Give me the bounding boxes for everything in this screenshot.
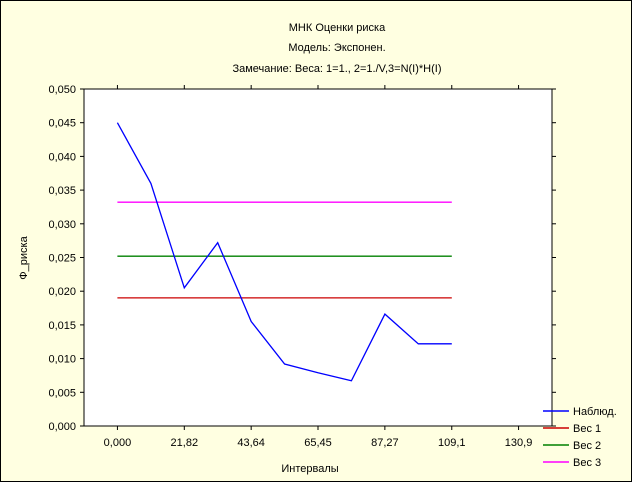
x-tick-label: 109,1: [438, 437, 466, 449]
chart-title-line: МНК Оценки риска: [289, 22, 386, 34]
y-tick-label: 0,030: [48, 219, 76, 231]
y-tick-label: 0,000: [48, 421, 76, 433]
y-tick-label: 0,025: [48, 253, 76, 265]
series-layer: [116, 122, 452, 382]
x-tick-label: 0,000: [104, 437, 132, 449]
x-tick-label: 130,9: [505, 437, 533, 449]
y-tick-label: 0,050: [48, 84, 76, 96]
chart-title-block: МНК Оценки риска Модель: Экспонен. Замеч…: [232, 22, 441, 75]
legend-label: Вес 1: [573, 423, 601, 435]
y-tick-label: 0,035: [48, 185, 76, 197]
axis-ticks: 0,000 0,005 0,010 0,015 0,020 0,025 0,030 0,035…: [48, 84, 556, 449]
y-tick-label: 0,045: [48, 118, 76, 130]
chart-subtitle-line: Модель: Экспонен.: [288, 42, 385, 54]
y-axis-label: Ф_риска: [18, 235, 30, 279]
x-tick-label: 65,45: [304, 437, 332, 449]
plot-area: [83, 88, 553, 427]
x-tick-label: 21,82: [171, 437, 199, 449]
x-axis-label: Интервалы: [281, 463, 338, 475]
y-tick-label: 0,010: [48, 354, 76, 366]
legend: Наблюд. Вес 1 Вес 2 Вес 3: [543, 406, 617, 469]
y-tick-label: 0,005: [48, 387, 76, 399]
x-tick-label: 43,64: [237, 437, 265, 449]
y-tick-label: 0,015: [48, 320, 76, 332]
y-tick-label: 0,020: [48, 286, 76, 298]
series-line-наблюд: [116, 122, 452, 382]
legend-label: Наблюд.: [573, 406, 617, 418]
chart-note-line: Замечание: Веса: 1=1., 2=1./V,3=N(I)*H(I…: [232, 63, 441, 75]
legend-label: Вес 2: [573, 440, 601, 452]
x-tick-label: 87,27: [371, 437, 399, 449]
legend-label: Вес 3: [573, 457, 601, 469]
y-tick-label: 0,040: [48, 151, 76, 163]
